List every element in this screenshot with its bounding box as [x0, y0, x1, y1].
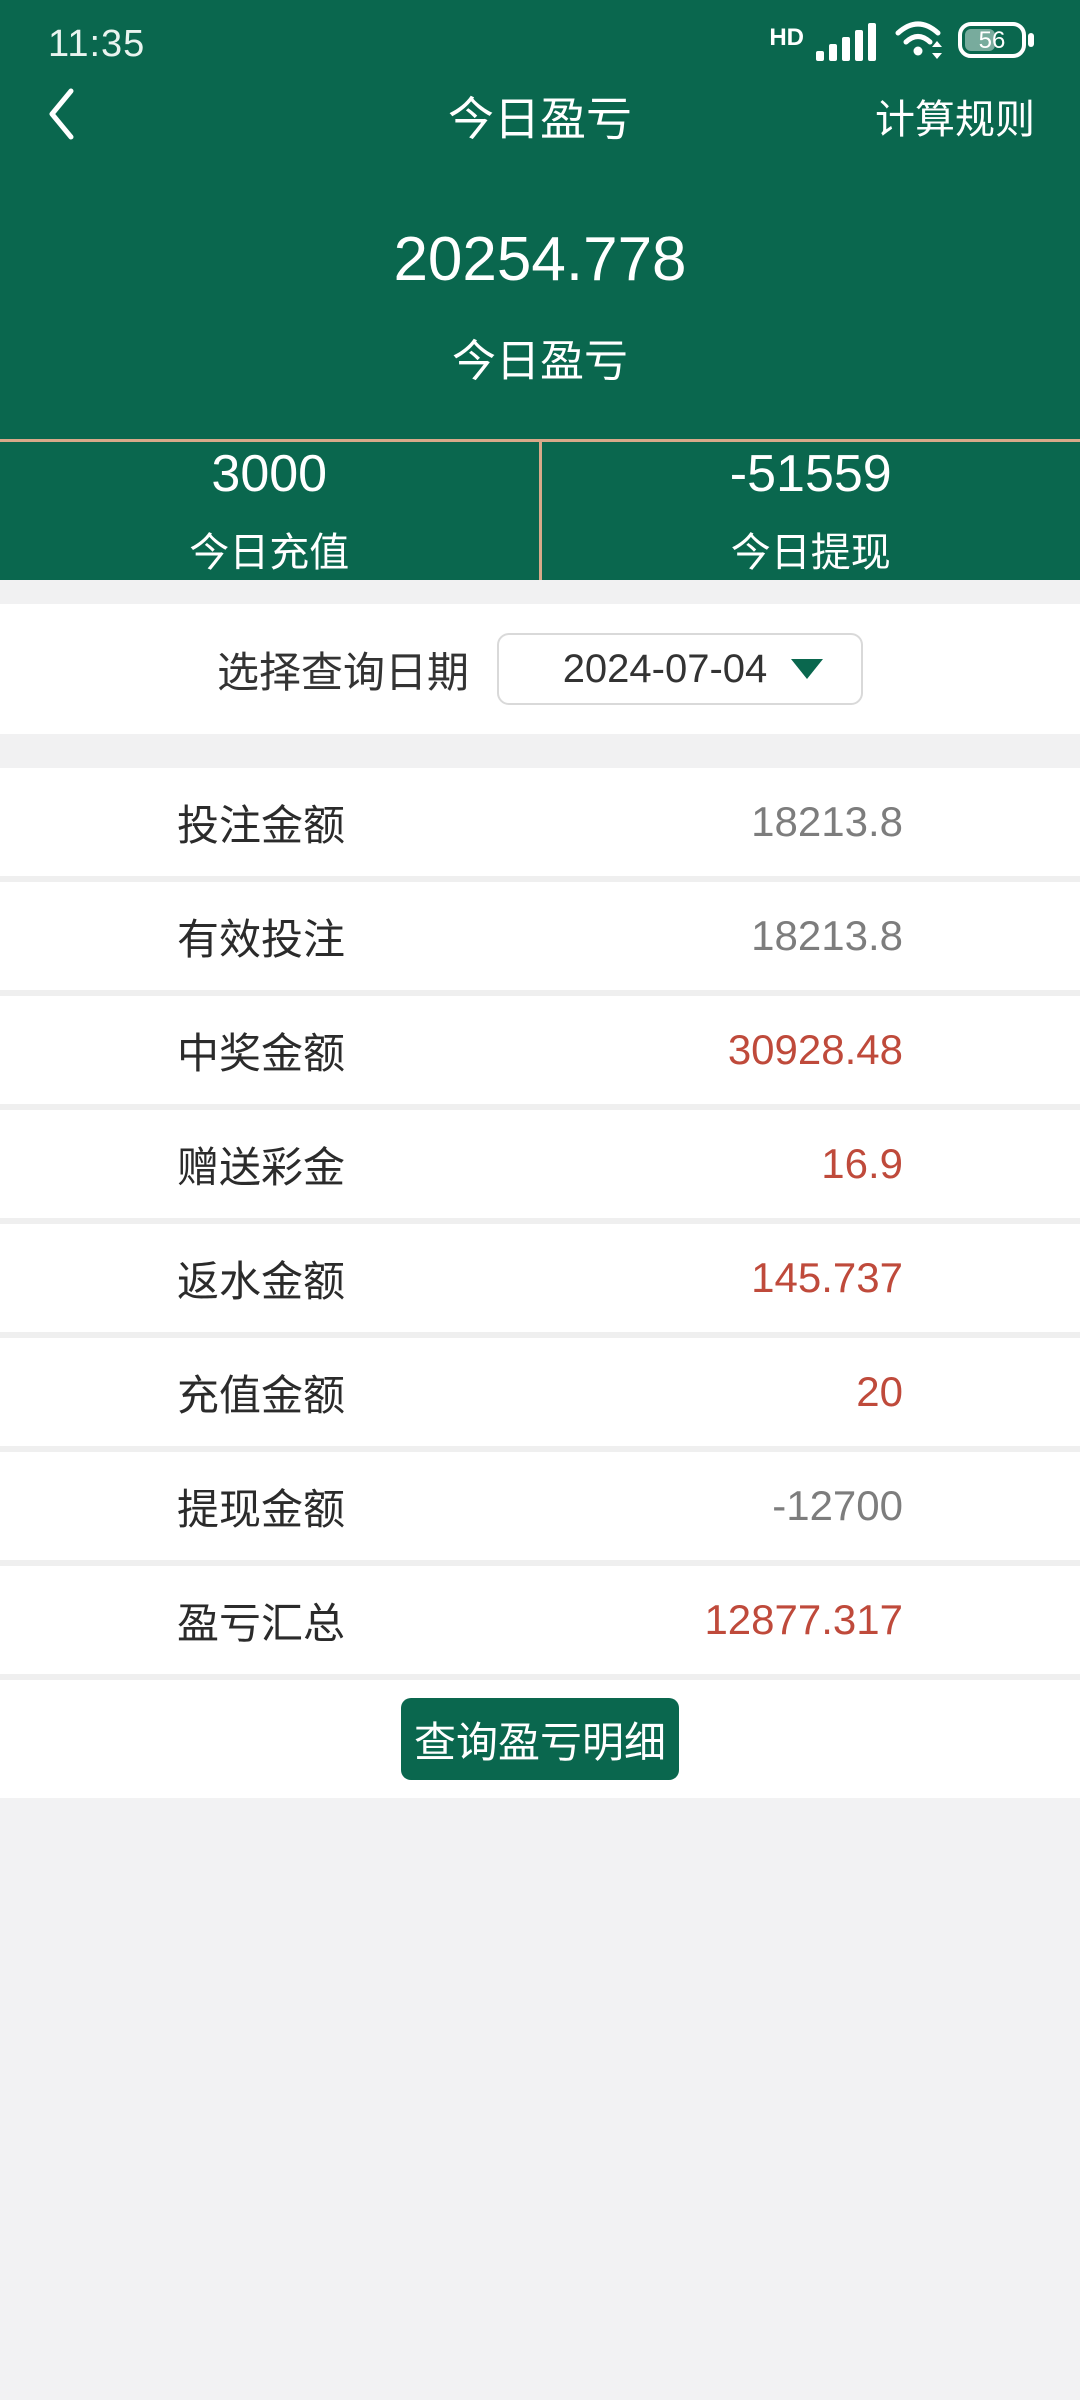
today-deposit-stat: 3000 今日充值 — [0, 442, 542, 580]
section-gap — [0, 734, 1080, 768]
nav-bar: 今日盈亏 计算规则 — [0, 66, 1080, 166]
date-picker-label: 选择查询日期 — [216, 648, 469, 696]
row-label: 投注金额 — [177, 801, 346, 849]
row-label: 有效投注 — [177, 915, 346, 963]
row-value: 20 — [856, 1368, 903, 1415]
section-gap — [0, 580, 1080, 604]
list-item: 盈亏汇总 12877.317 — [0, 1566, 1080, 1680]
row-value: 16.9 — [821, 1140, 903, 1187]
chevron-down-icon — [791, 659, 823, 679]
row-label: 赠送彩金 — [177, 1143, 346, 1191]
date-picker-value: 2024-07-04 — [562, 646, 768, 691]
today-profit-amount: 20254.778 — [393, 225, 687, 294]
profit-summary: 20254.778 今日盈亏 — [0, 224, 1080, 389]
today-deposit-label: 今日充值 — [189, 531, 350, 575]
list-item: 有效投注 18213.8 — [0, 882, 1080, 996]
row-value: 18213.8 — [751, 912, 903, 959]
row-label: 盈亏汇总 — [177, 1599, 346, 1647]
today-withdraw-stat: -51559 今日提现 — [542, 442, 1080, 580]
query-detail-button[interactable]: 查询盈亏明细 — [401, 1698, 679, 1780]
page-title: 今日盈亏 — [448, 93, 632, 145]
date-picker-row: 选择查询日期 2024-07-04 — [0, 604, 1080, 734]
query-button-row: 查询盈亏明细 — [0, 1680, 1080, 1798]
row-value: 18213.8 — [751, 798, 903, 845]
today-stats: 3000 今日充值 -51559 今日提现 — [0, 439, 1080, 580]
row-label: 提现金额 — [177, 1485, 346, 1533]
list-item: 提现金额 -12700 — [0, 1452, 1080, 1566]
back-chevron-icon — [45, 86, 77, 147]
row-value: -12700 — [772, 1482, 903, 1529]
today-withdraw-value: -51559 — [729, 445, 892, 503]
calc-rules-link[interactable]: 计算规则 — [875, 98, 1035, 142]
wifi-icon — [894, 17, 946, 66]
list-item: 中奖金额 30928.48 — [0, 996, 1080, 1110]
row-label: 中奖金额 — [177, 1029, 346, 1077]
footer-space — [0, 1798, 1080, 2400]
clock: 11:35 — [48, 23, 146, 65]
status-bar: 11:35 HD — [0, 0, 1080, 66]
hd-icon: HD — [769, 24, 804, 51]
back-button[interactable] — [45, 86, 77, 147]
list-item: 赠送彩金 16.9 — [0, 1110, 1080, 1224]
signal-bars-icon — [816, 19, 882, 66]
today-deposit-value: 3000 — [211, 445, 328, 503]
list-item: 返水金额 145.737 — [0, 1224, 1080, 1338]
row-label: 返水金额 — [177, 1257, 346, 1305]
status-icons: HD — [769, 17, 1036, 66]
stats-list: 投注金额 18213.8 有效投注 18213.8 中奖金额 30928.48 … — [0, 768, 1080, 1680]
today-profit-label: 今日盈亏 — [452, 337, 628, 386]
green-header: 11:35 HD — [0, 0, 1080, 580]
row-value: 12877.317 — [704, 1596, 903, 1643]
battery-icon: 56 — [958, 19, 1036, 66]
row-label: 充值金额 — [177, 1371, 346, 1419]
list-item: 充值金额 20 — [0, 1338, 1080, 1452]
row-value: 30928.48 — [727, 1026, 903, 1073]
row-value: 145.737 — [751, 1254, 903, 1301]
today-withdraw-label: 今日提现 — [730, 531, 891, 575]
battery-percent-text: 56 — [979, 27, 1006, 54]
date-picker-select[interactable]: 2024-07-04 — [497, 633, 863, 705]
list-item: 投注金额 18213.8 — [0, 768, 1080, 882]
